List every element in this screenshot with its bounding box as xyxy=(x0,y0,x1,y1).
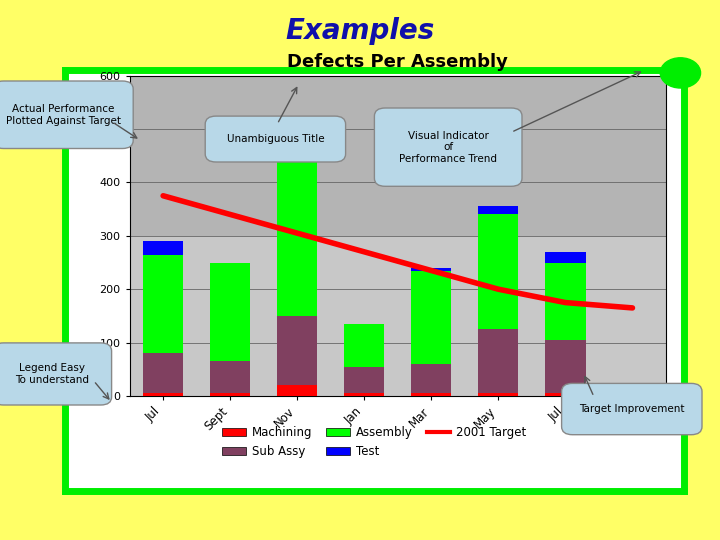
Bar xyxy=(478,214,518,329)
Bar xyxy=(344,393,384,396)
Text: Target Improvement: Target Improvement xyxy=(579,404,685,414)
Bar xyxy=(478,206,518,214)
Bar xyxy=(545,262,585,340)
Bar xyxy=(277,134,318,316)
Bar xyxy=(277,386,318,396)
Bar xyxy=(277,124,318,134)
Bar xyxy=(411,268,451,271)
Bar xyxy=(545,340,585,393)
Bar xyxy=(411,393,451,396)
Title: Defects Per Assembly: Defects Per Assembly xyxy=(287,53,508,71)
Bar xyxy=(344,324,384,367)
Bar xyxy=(143,393,183,396)
Text: Unambiguous Title: Unambiguous Title xyxy=(227,134,324,144)
Bar xyxy=(210,262,251,361)
Bar xyxy=(478,329,518,393)
Bar xyxy=(210,393,251,396)
Bar xyxy=(545,252,585,262)
Bar xyxy=(411,271,451,364)
Bar xyxy=(478,393,518,396)
Bar xyxy=(612,391,652,393)
Text: Visual Indicator
of
Performance Trend: Visual Indicator of Performance Trend xyxy=(399,131,498,164)
Bar xyxy=(277,316,318,386)
Text: Actual Performance
Plotted Against Target: Actual Performance Plotted Against Targe… xyxy=(6,104,120,126)
Bar xyxy=(210,361,251,393)
Bar xyxy=(143,353,183,393)
Text: Examples: Examples xyxy=(285,17,435,45)
Bar xyxy=(143,254,183,353)
Bar xyxy=(344,367,384,393)
Bar xyxy=(130,65,666,236)
Legend: Machining, Sub Assy, Assembly, Test, 2001 Target: Machining, Sub Assy, Assembly, Test, 200… xyxy=(219,423,530,462)
Bar xyxy=(545,393,585,396)
Bar xyxy=(612,393,652,396)
Bar xyxy=(143,241,183,254)
Text: Legend Easy
To understand: Legend Easy To understand xyxy=(15,363,89,384)
Bar xyxy=(411,364,451,393)
